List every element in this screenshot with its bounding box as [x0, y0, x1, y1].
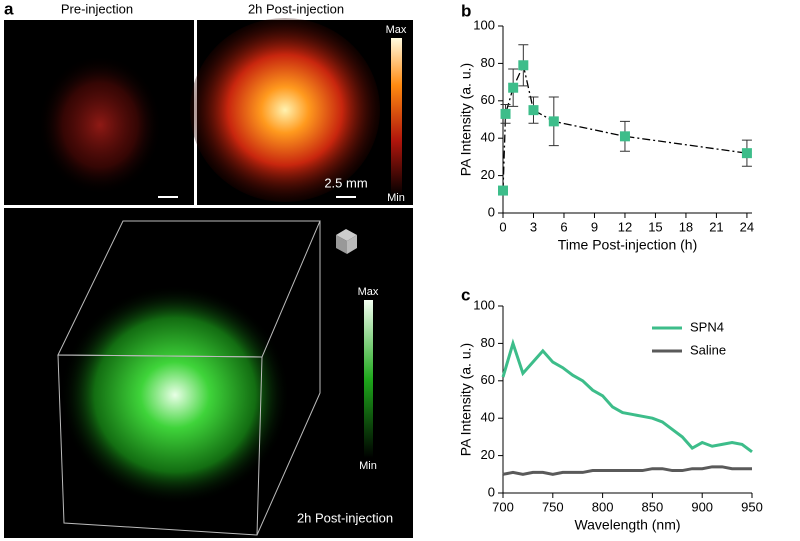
point	[508, 82, 519, 93]
panel-letter: a	[4, 0, 14, 18]
colorbar-min: Min	[387, 192, 405, 204]
x-tick-label: 15	[648, 219, 662, 234]
y-axis-label: PA Intensity (a. u.)	[458, 343, 474, 456]
volume-cube	[57, 220, 321, 536]
point	[498, 185, 508, 196]
series-line	[502, 465, 752, 476]
colorbar	[364, 300, 373, 458]
y-tick-label: 40	[481, 130, 495, 145]
y-tick-label: 80	[481, 335, 495, 350]
scale-label: 2.5 mm	[324, 175, 367, 190]
orientation-cube	[336, 229, 357, 254]
y-tick-label: 100	[473, 297, 495, 312]
colorbar	[391, 38, 402, 196]
x-axis-label: Wavelength (nm)	[574, 517, 680, 533]
volume-signal	[60, 285, 290, 505]
y-tick-label: 20	[481, 167, 495, 182]
point	[528, 105, 539, 116]
y-tick-label: 0	[488, 484, 495, 499]
x-tick-label: 9	[591, 219, 598, 234]
image-title: 2h Post-injection	[248, 1, 344, 16]
legend-label: Saline	[690, 342, 726, 357]
colorbar-max: Max	[386, 24, 407, 36]
volume-caption: 2h Post-injection	[297, 510, 393, 525]
x-tick-label: 850	[642, 499, 664, 514]
x-tick-label: 24	[740, 219, 754, 234]
panel-letter: b	[461, 1, 471, 20]
point	[619, 131, 630, 142]
x-tick-label: 6	[560, 219, 567, 234]
x-tick-label: 700	[492, 499, 514, 514]
x-tick-label: 12	[618, 219, 632, 234]
x-tick-label: 21	[709, 219, 723, 234]
colorbar-max: Max	[358, 286, 379, 298]
y-tick-label: 60	[481, 372, 495, 387]
x-tick-label: 18	[679, 219, 693, 234]
x-tick-label: 0	[499, 219, 506, 234]
x-tick-label: 3	[530, 219, 537, 234]
x-tick-label: 900	[691, 499, 713, 514]
y-tick-label: 80	[481, 55, 495, 70]
series-line	[501, 338, 753, 454]
panel-letter: c	[461, 285, 470, 304]
pre-signal	[38, 55, 162, 195]
x-tick-label: 750	[542, 499, 564, 514]
legend-label: SPN4	[690, 319, 724, 334]
y-tick-label: 100	[473, 17, 495, 32]
colorbar-min: Min	[359, 460, 377, 472]
x-tick-label: 950	[741, 499, 763, 514]
y-axis-label: PA Intensity (a. u.)	[458, 63, 474, 176]
image-title: Pre-injection	[61, 1, 133, 16]
post-signal	[190, 18, 380, 202]
point	[518, 60, 529, 71]
point	[500, 108, 511, 119]
x-tick-label: 800	[592, 499, 614, 514]
point	[548, 116, 559, 127]
y-tick-label: 20	[481, 447, 495, 462]
y-tick-label: 40	[481, 410, 495, 425]
point	[741, 148, 752, 159]
y-tick-label: 0	[488, 204, 495, 219]
y-tick-label: 60	[481, 92, 495, 107]
x-axis-label: Time Post-injection (h)	[558, 237, 698, 253]
